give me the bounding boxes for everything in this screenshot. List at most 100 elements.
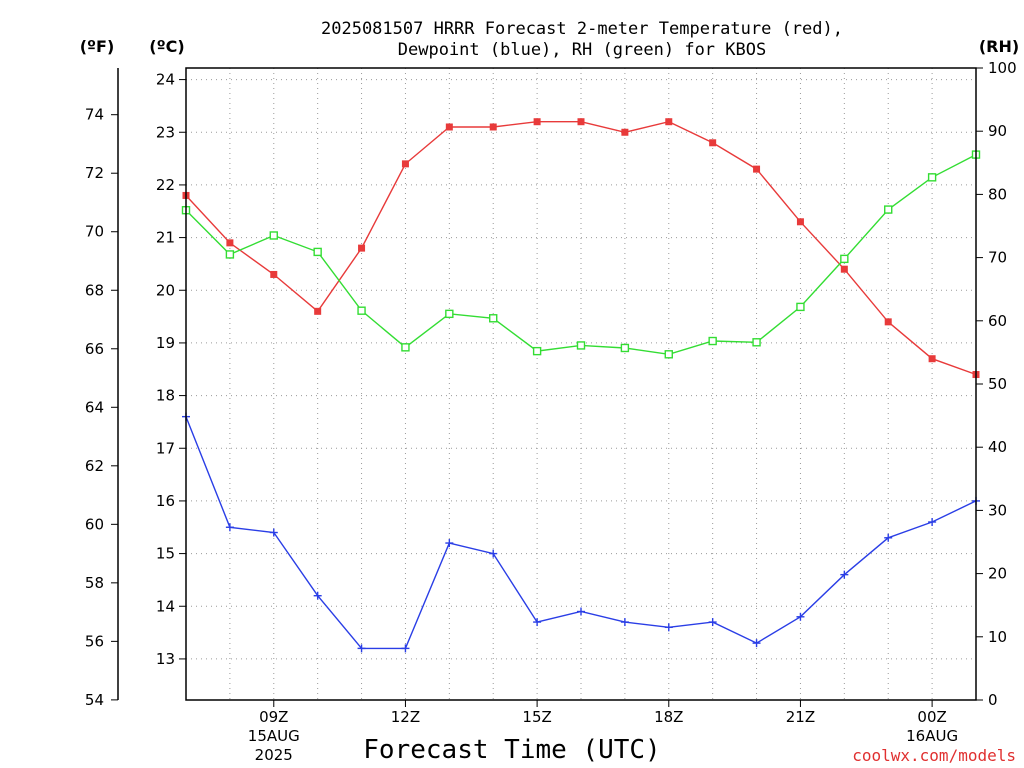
series-point-temperature	[928, 355, 936, 363]
fahrenheit-tick-label: 62	[85, 457, 104, 475]
series-point-rh	[664, 350, 673, 359]
x-tick-label: 09Z	[259, 708, 288, 726]
series-point-temperature	[840, 265, 848, 273]
fahrenheit-tick-label: 64	[85, 398, 104, 416]
fahrenheit-tick-label: 68	[85, 281, 104, 299]
celsius-tick-label: 16	[156, 492, 175, 510]
series-point-rh	[313, 247, 322, 257]
x-tick-label: 15Z	[522, 708, 551, 726]
series-point-temperature	[489, 123, 497, 131]
series-point-temperature	[314, 307, 322, 315]
series-point-rh	[357, 306, 366, 315]
x-axis-title: Forecast Time (UTC)	[363, 735, 660, 765]
series-point-rh	[884, 205, 893, 214]
data-series	[181, 118, 981, 653]
series-point-dewpoint	[664, 623, 673, 632]
series-point-temperature	[533, 118, 541, 126]
rh-tick-label: 10	[988, 628, 1007, 646]
series-point-temperature	[401, 160, 409, 168]
celsius-tick-label: 17	[156, 439, 175, 457]
fahrenheit-tick-label: 58	[85, 574, 104, 592]
series-point-rh	[576, 341, 586, 350]
series-point-dewpoint	[225, 523, 234, 532]
rh-tick-label: 20	[988, 565, 1007, 583]
celsius-tick-label: 23	[156, 123, 175, 141]
fahrenheit-tick-label: 54	[85, 691, 104, 709]
celsius-tick-label: 19	[156, 334, 175, 352]
x-tick-label: 12Z	[391, 708, 420, 726]
celsius-axis: 13 14 15 16 17 18 19 20 21 22 23 24	[156, 71, 186, 668]
series-point-dewpoint	[752, 639, 761, 648]
series-point-dewpoint	[533, 618, 542, 627]
series-point-rh	[708, 336, 717, 346]
series-point-rh	[225, 250, 235, 259]
series-point-temperature	[445, 123, 453, 131]
series-point-dewpoint	[269, 528, 278, 537]
grid-lines	[186, 68, 976, 700]
series-point-rh	[752, 338, 761, 347]
series-point-temperature	[226, 239, 234, 247]
rh-tick-label: 30	[988, 501, 1007, 519]
series-point-rh	[445, 309, 454, 319]
x-tick-label: 00Z	[917, 708, 946, 726]
celsius-tick-label: 22	[156, 176, 175, 194]
rh-tick-label: 60	[988, 312, 1007, 330]
series-point-rh	[401, 343, 410, 352]
fahrenheit-tick-label: 72	[85, 164, 104, 182]
series-point-rh	[532, 346, 542, 356]
chart-title-line1: 2025081507 HRRR Forecast 2-meter Tempera…	[321, 19, 843, 39]
rh-tick-label: 40	[988, 438, 1007, 456]
series-point-rh	[796, 302, 805, 312]
series-point-temperature	[709, 139, 717, 147]
celsius-unit-label: (ºC)	[149, 37, 184, 56]
celsius-tick-label: 14	[156, 597, 175, 615]
series-point-temperature	[753, 165, 761, 173]
credit-text: coolwx.com/models	[852, 746, 1016, 765]
series-point-temperature	[884, 318, 892, 326]
series-point-temperature	[621, 128, 629, 136]
series-point-temperature	[270, 270, 278, 278]
series-point-dewpoint	[708, 618, 717, 627]
rh-tick-label: 100	[988, 59, 1017, 77]
series-point-dewpoint	[796, 612, 805, 621]
series-point-temperature	[796, 218, 804, 226]
celsius-tick-label: 15	[156, 545, 175, 563]
series-point-rh	[927, 173, 937, 182]
fahrenheit-tick-label: 74	[85, 106, 104, 124]
series-point-dewpoint	[620, 618, 629, 627]
rh-tick-label: 50	[988, 375, 1007, 393]
celsius-tick-label: 21	[156, 229, 175, 247]
fahrenheit-tick-label: 66	[85, 340, 104, 358]
celsius-tick-label: 24	[156, 71, 175, 89]
fahrenheit-tick-label: 60	[85, 515, 104, 533]
series-point-rh	[489, 314, 498, 323]
series-point-temperature	[665, 118, 673, 126]
chart-title-line2: Dewpoint (blue), RH (green) for KBOS	[398, 40, 766, 60]
series-point-dewpoint	[884, 533, 893, 542]
series-point-rh	[620, 343, 630, 353]
series-point-rh	[269, 231, 278, 240]
series-point-dewpoint	[489, 549, 498, 558]
x-tick-label: 21Z	[786, 708, 815, 726]
rh-tick-label: 80	[988, 185, 1007, 203]
fahrenheit-unit-label: (ºF)	[80, 37, 115, 56]
series-point-dewpoint	[928, 517, 937, 526]
series-point-dewpoint	[401, 644, 410, 653]
celsius-tick-label: 13	[156, 650, 175, 668]
series-point-dewpoint	[577, 607, 585, 616]
x-tick-date-label: 15AUG	[248, 727, 300, 745]
fahrenheit-axis: 54 56 58 60 62 64 66 68 70 72 74	[85, 68, 119, 709]
rh-tick-label: 90	[988, 122, 1007, 140]
celsius-tick-label: 20	[156, 281, 175, 299]
series-point-temperature	[358, 244, 366, 252]
rh-tick-label: 0	[988, 691, 998, 709]
celsius-tick-label: 18	[156, 387, 175, 405]
fahrenheit-tick-label: 70	[85, 223, 104, 241]
series-point-dewpoint	[445, 539, 454, 548]
rh-axis: 0 10 20 30 40 50 60 70 80 90 100	[976, 59, 1017, 709]
series-point-dewpoint	[357, 644, 366, 653]
series-point-rh	[840, 254, 849, 264]
series-point-dewpoint	[840, 570, 849, 579]
